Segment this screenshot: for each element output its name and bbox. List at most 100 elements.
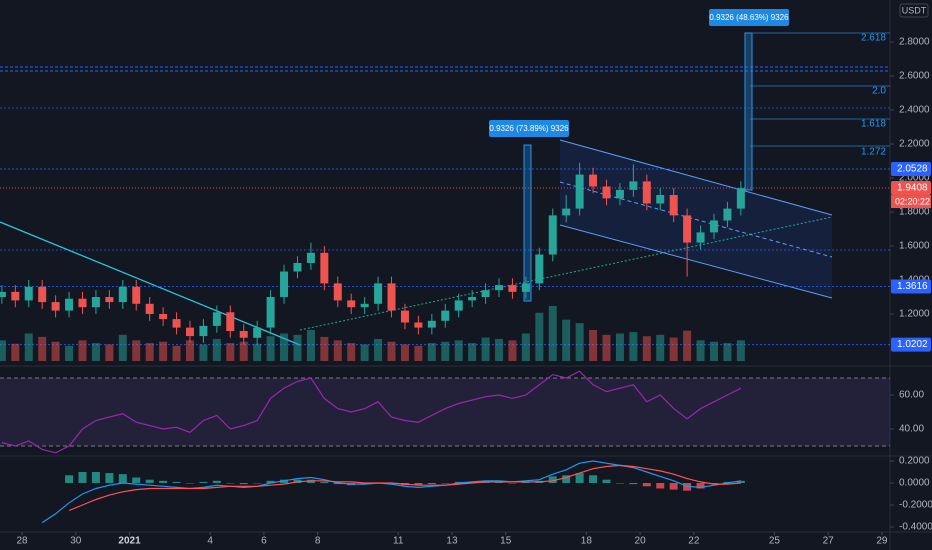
candle-body (642, 181, 651, 204)
measure-label: 0.9326 (48.63%) 9326 (709, 13, 789, 22)
volume-bar (0, 340, 6, 361)
candle-body (495, 285, 504, 291)
volume-bar (723, 343, 732, 361)
x-tick-label: 13 (446, 536, 458, 547)
measure-range (523, 144, 532, 302)
candle-body (441, 310, 450, 321)
channel-line (559, 224, 833, 299)
volume-bar (535, 312, 544, 361)
candle-body (65, 298, 74, 311)
fib-label: 1.618 (861, 119, 886, 130)
currency[interactable]: USDT (902, 5, 927, 15)
volume-bar (548, 305, 557, 361)
rsi-band (0, 378, 890, 446)
y-tick-label: 1.6000 (899, 241, 930, 252)
x-tick-label: 22 (688, 536, 700, 547)
macd-histogram (629, 482, 638, 485)
y-tick-label: 0.0000 (899, 478, 930, 489)
candle-body (400, 310, 409, 323)
x-tick-label: 4 (207, 536, 213, 547)
volume-bar (575, 323, 584, 361)
y-tick-label: 2.2000 (899, 139, 930, 150)
x-tick-label: 28 (16, 536, 28, 547)
y-tick-label: 2.8000 (899, 37, 930, 48)
candle-body (736, 188, 745, 209)
macd-histogram (669, 482, 678, 490)
volume-bar (239, 341, 248, 361)
currency-box[interactable] (899, 3, 929, 18)
price-badge-label: 2.0528 (897, 164, 928, 175)
candle-body (535, 254, 544, 284)
macd-histogram (266, 480, 275, 483)
volume-bar (508, 340, 517, 361)
candle-body (38, 286, 47, 303)
candle-body (454, 300, 463, 311)
x-tick-label: 11 (393, 536, 404, 547)
candle-body (306, 252, 315, 263)
macd-histogram (159, 480, 168, 483)
candle-body (562, 208, 571, 216)
macd-histogram (199, 481, 208, 483)
macd-histogram (642, 482, 651, 487)
candle-body (347, 300, 356, 308)
volume-bar (293, 334, 302, 361)
macd-histogram (118, 474, 127, 483)
candle-body (11, 291, 20, 301)
volume-bar (696, 340, 705, 361)
candle-body (293, 262, 302, 272)
channel-mid (559, 181, 833, 258)
candle-body (427, 320, 436, 328)
volume-bar (656, 334, 665, 361)
macd-histogram (78, 471, 87, 483)
candle-body (24, 286, 33, 301)
candle-body (602, 186, 611, 199)
candle-body (239, 330, 248, 338)
volume-bar (65, 345, 74, 361)
x-tick-label: 20 (635, 536, 647, 547)
macd-histogram (172, 481, 181, 483)
volume-bar (441, 341, 450, 361)
candle-body (709, 220, 718, 233)
volume-bar (266, 336, 275, 361)
candle-body (387, 283, 396, 311)
candle-body (468, 296, 477, 301)
candle-body (185, 327, 194, 337)
volume-bar (159, 341, 168, 361)
macd-histogram (589, 475, 598, 483)
candle-body (226, 312, 235, 331)
candle-body (91, 296, 100, 308)
candle-body (280, 271, 289, 297)
candle-body (414, 322, 423, 328)
x-tick-label: 15 (500, 536, 512, 547)
volume-bar (521, 333, 530, 361)
x-tick-label: 27 (823, 536, 835, 547)
macd-histogram (239, 482, 248, 485)
candle-body (105, 296, 114, 303)
rsi-line (1, 370, 742, 454)
macd-histogram (105, 473, 114, 483)
y-tick-label: 60.00 (899, 390, 924, 401)
candle-body (683, 215, 692, 243)
macd-histogram (91, 471, 100, 483)
macd-histogram (145, 479, 154, 483)
macd-histogram (185, 482, 194, 484)
volume-bar (562, 319, 571, 361)
macd-histogram (414, 482, 423, 486)
x-tick-label: 6 (261, 536, 267, 547)
candle-body (253, 327, 262, 338)
y-tick-label: 0.2000 (899, 456, 930, 467)
volume-bar (615, 333, 624, 361)
candle-body (481, 290, 490, 297)
y-tick-label: -0.4000 (899, 522, 932, 533)
x-tick-label: 8 (315, 536, 321, 547)
signal-line (68, 464, 741, 512)
macd-histogram (320, 481, 329, 483)
price-badge (891, 279, 931, 294)
volume-bar (347, 343, 356, 361)
y-tick-label: 40.00 (899, 424, 924, 435)
candle-body (132, 286, 141, 304)
countdown: 02:20:22 (895, 196, 930, 206)
macd-histogram (132, 477, 141, 483)
y-tick-label: 2.4000 (899, 105, 930, 116)
